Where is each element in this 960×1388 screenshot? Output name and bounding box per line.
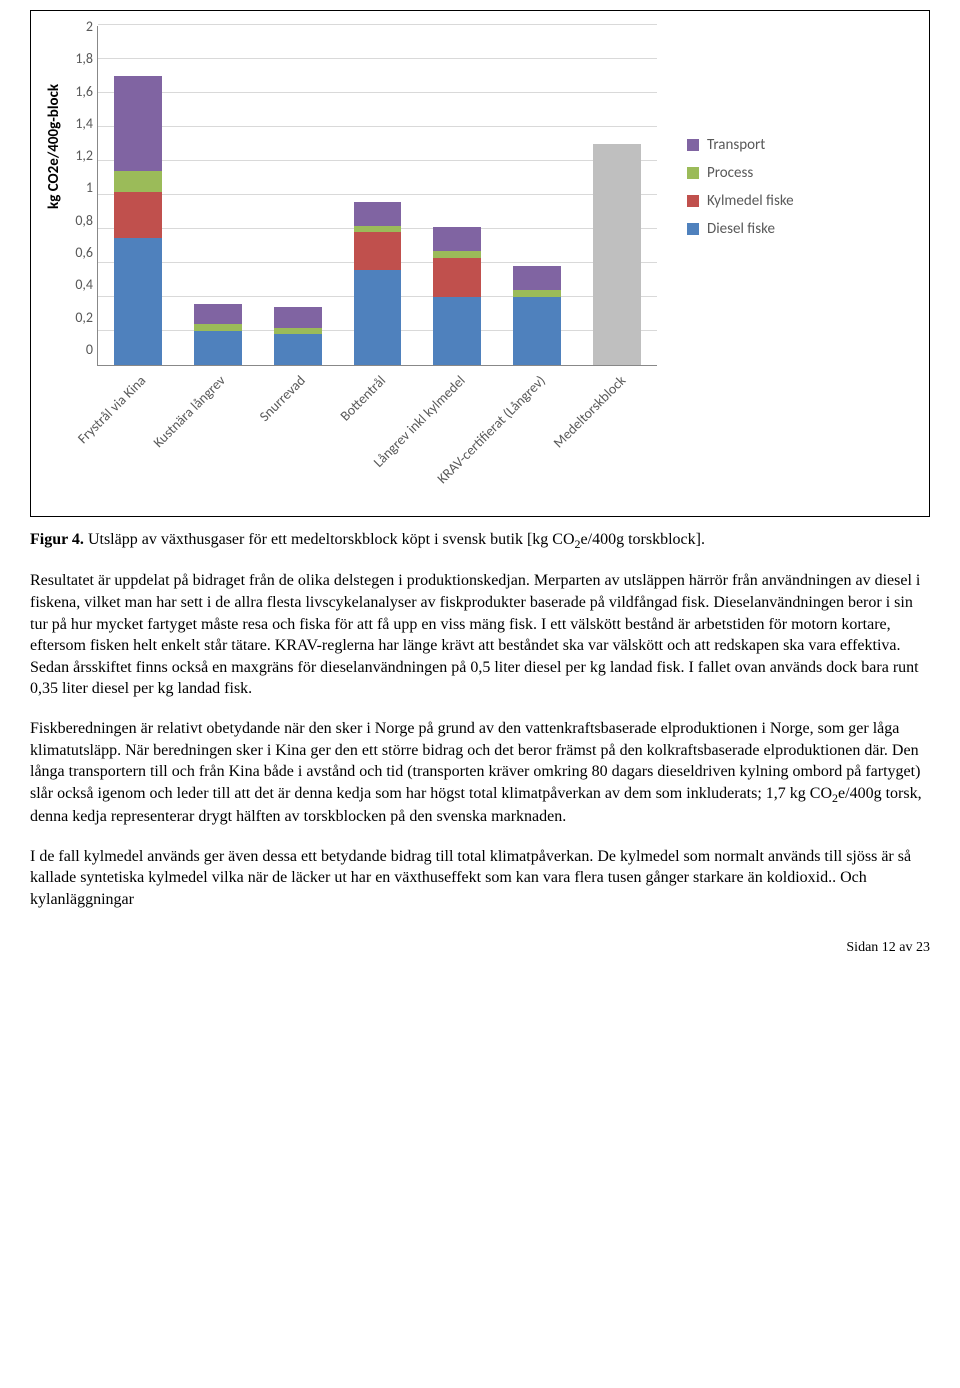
bar-segment-transport — [513, 266, 561, 290]
chart-row: kg CO2e/400g-block 0 0,2 0,4 0,6 0,8 1 1,2 1,4 1… — [41, 26, 919, 506]
paragraph-2: Fiskberedningen är relativt obetydande n… — [30, 718, 930, 828]
bars-container — [98, 26, 657, 365]
bar-segment-diesel — [354, 270, 402, 365]
x-label-slot: Medeltorskblock — [577, 366, 657, 506]
y-tick: 1,2 — [67, 147, 93, 164]
legend-swatch — [687, 167, 699, 179]
bar-slot — [577, 26, 657, 365]
bar-slot — [178, 26, 258, 365]
bar-slot — [338, 26, 418, 365]
bar-segment-kylmedel — [433, 258, 481, 297]
y-tick: 0,4 — [67, 276, 93, 293]
bar-segment-diesel — [194, 331, 242, 365]
legend-item-kylmedel: Kylmedel fiske — [687, 192, 794, 210]
legend-swatch — [687, 223, 699, 235]
bar — [114, 76, 162, 365]
legend-label: Diesel fiske — [707, 220, 775, 238]
legend-swatch — [687, 195, 699, 207]
y-tick: 1,8 — [67, 50, 93, 67]
figure-caption: Figur 4. Utsläpp av växthusgaser för ett… — [30, 529, 930, 552]
gridline — [98, 24, 657, 25]
bar-segment-process — [194, 324, 242, 331]
legend-label: Transport — [707, 136, 765, 154]
y-tick: 0,6 — [67, 244, 93, 261]
y-axis-label: kg CO2e/400g-block — [45, 183, 63, 209]
bar — [433, 227, 481, 365]
plot-column: 00,20,40,60,811,21,41,61,82 Frystrål via… — [67, 26, 657, 506]
figure-label: Figur 4. — [30, 531, 84, 548]
y-ticks: 0 0,2 0,4 0,6 0,8 1 1,2 1,4 1,6 1,8 2 — [67, 18, 97, 358]
bar-segment-transport — [114, 76, 162, 171]
legend-swatch — [687, 139, 699, 151]
bar-segment-process — [274, 328, 322, 335]
legend-item-transport: Transport — [687, 136, 794, 154]
bar-segment-medel — [593, 144, 641, 365]
bar-slot — [258, 26, 338, 365]
x-labels: Frystrål via KinaKustnära långrevSnurrev… — [97, 366, 657, 506]
plot-top: 00,20,40,60,811,21,41,61,82 — [67, 26, 657, 366]
x-label-slot: Kustnära långrev — [177, 366, 257, 506]
caption-text-b: e/400g torskblock]. — [581, 531, 705, 548]
x-label: Bottentrål — [337, 372, 389, 424]
bar — [593, 144, 641, 365]
bar-segment-diesel — [433, 297, 481, 365]
bar — [354, 202, 402, 365]
p2-a: Fiskberedningen är relativt obetydande n… — [30, 720, 920, 802]
bar-segment-transport — [274, 307, 322, 327]
bar-segment-transport — [354, 202, 402, 226]
bar — [194, 304, 242, 365]
legend-label: Kylmedel fiske — [707, 192, 794, 210]
bar-segment-kylmedel — [354, 232, 402, 269]
bar-slot — [98, 26, 178, 365]
y-tick: 2 — [67, 18, 93, 35]
bar-segment-process — [433, 251, 481, 258]
bar-slot — [497, 26, 577, 365]
plot-area — [97, 26, 657, 366]
legend: Transport Process Kylmedel fiske Diesel fis… — [687, 126, 794, 248]
bar-segment-diesel — [513, 297, 561, 365]
bar-segment-diesel — [114, 238, 162, 366]
paragraph-3: I de fall kylmedel används ger även dess… — [30, 846, 930, 911]
bar-segment-kylmedel — [114, 192, 162, 238]
x-label: Frystrål via Kina — [74, 372, 149, 447]
bar-segment-process — [114, 171, 162, 191]
legend-item-diesel: Diesel fiske — [687, 220, 794, 238]
bar — [274, 307, 322, 365]
caption-text-a: Utsläpp av växthusgaser för ett medeltor… — [84, 531, 575, 548]
bar-segment-process — [354, 226, 402, 233]
bar-segment-transport — [194, 304, 242, 324]
chart-frame: kg CO2e/400g-block 0 0,2 0,4 0,6 0,8 1 1,2 1,4 1… — [30, 10, 930, 517]
legend-item-process: Process — [687, 164, 794, 182]
page-footer: Sidan 12 av 23 — [30, 940, 930, 956]
y-tick: 0,8 — [67, 212, 93, 229]
y-tick: 1 — [67, 179, 93, 196]
bar — [513, 266, 561, 365]
bar-segment-process — [513, 290, 561, 297]
y-tick: 0 — [67, 341, 93, 358]
x-label-slot: Snurrevad — [257, 366, 337, 506]
legend-label: Process — [707, 164, 753, 182]
x-label: Snurrevad — [256, 372, 309, 425]
bar-segment-diesel — [274, 334, 322, 365]
y-axis-label-wrap: kg CO2e/400g-block — [41, 26, 67, 366]
y-tick: 1,4 — [67, 115, 93, 132]
y-tick: 0,2 — [67, 309, 93, 326]
bar-slot — [417, 26, 497, 365]
paragraph-1: Resultatet är uppdelat på bidraget från … — [30, 570, 930, 700]
y-tick: 1,6 — [67, 83, 93, 100]
bar-segment-transport — [433, 227, 481, 251]
